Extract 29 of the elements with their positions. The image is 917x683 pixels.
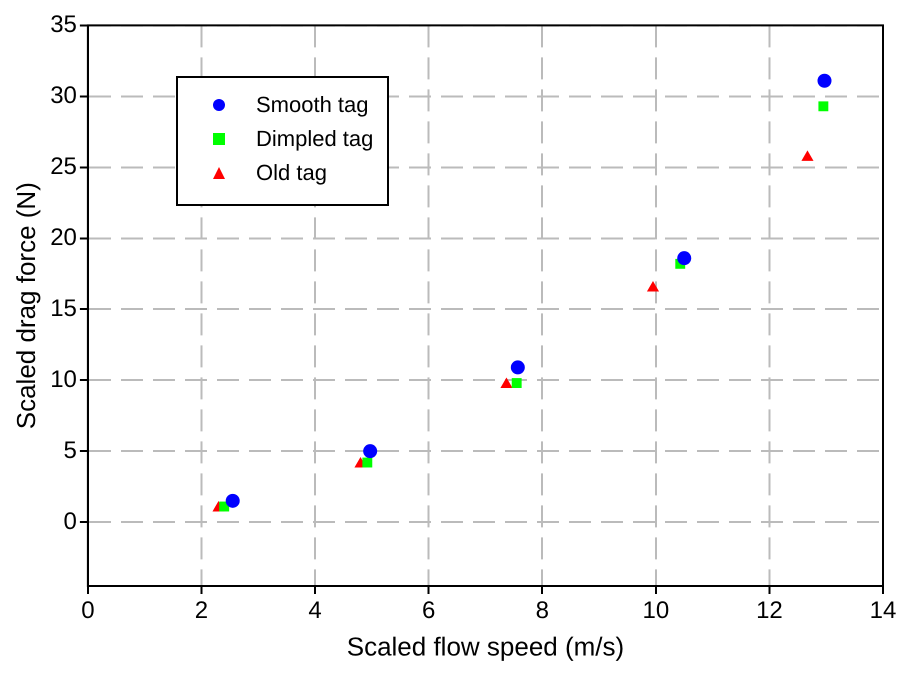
point	[362, 458, 372, 468]
y-tick-label: 20	[50, 224, 77, 251]
point	[226, 494, 240, 508]
y-axis-title: Scaled drag force (N)	[10, 182, 41, 430]
point	[512, 378, 522, 388]
x-tick-label: 10	[642, 597, 670, 624]
y-tick-label: 15	[50, 294, 77, 322]
x-tick-label: 8	[536, 597, 549, 624]
x-tick-label: 2	[194, 597, 208, 624]
y-tick-label: 10	[50, 366, 77, 393]
y-tick-label: 30	[50, 82, 77, 109]
legend-label: Old tag	[256, 159, 327, 187]
legend-label: Dimpled tag	[256, 125, 374, 153]
x-tick-label: 14	[870, 597, 896, 624]
point	[818, 101, 828, 112]
y-tick-label: 35	[50, 11, 77, 38]
x-tick-label: 4	[308, 597, 322, 624]
point	[510, 360, 525, 374]
x-axis-title: Scaled flow speed (m/s)	[346, 632, 624, 662]
y-tick-label: 25	[50, 152, 77, 180]
point	[363, 444, 378, 458]
y-tick-label: 5	[64, 436, 77, 464]
x-tick-label: 12	[756, 597, 783, 624]
y-tick-label: 0	[64, 508, 77, 535]
legend-label: Smooth tag	[256, 91, 369, 119]
x-tick-label: 0	[81, 597, 95, 624]
point	[818, 74, 832, 88]
point	[677, 251, 692, 266]
x-tick-label: 6	[422, 597, 436, 624]
